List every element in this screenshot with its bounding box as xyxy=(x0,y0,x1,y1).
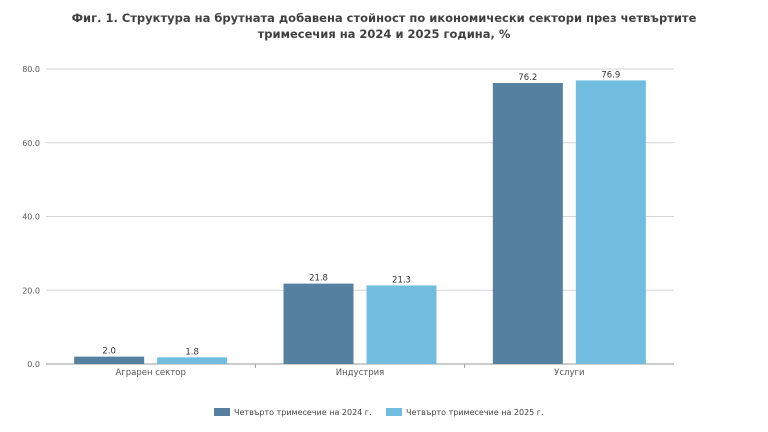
bar xyxy=(492,83,563,364)
bar xyxy=(283,283,354,364)
bar xyxy=(157,357,228,364)
data-label: 1.8 xyxy=(185,347,199,357)
x-category-label: Услуги xyxy=(554,368,584,378)
bar xyxy=(575,80,646,365)
bar xyxy=(74,356,145,364)
legend: Четвърто тримесечие на 2024 г. Четвърто т… xyxy=(214,408,544,417)
bars: 2.0 1.8 21.8 21.3 76.2 76.9 xyxy=(74,70,646,365)
x-category-label: Аграрен сектор xyxy=(115,368,185,378)
chart-title-line2: тримесечия на 2024 и 2025 година, % xyxy=(258,27,511,41)
data-label: 76.9 xyxy=(601,70,620,80)
y-tick-label: 40.0 xyxy=(22,213,40,222)
data-label: 76.2 xyxy=(518,73,537,83)
y-tick-label: 0.0 xyxy=(27,360,40,369)
y-tick-label: 60.0 xyxy=(22,139,40,148)
grid xyxy=(46,68,674,365)
data-label: 2.0 xyxy=(102,347,116,357)
chart-title: Фиг. 1. Структура на брутната добавена с… xyxy=(72,11,697,25)
legend-swatch xyxy=(214,408,230,416)
y-tick-label: 80.0 xyxy=(22,65,40,74)
x-axis: Аграрен сектор Индустрия Услуги xyxy=(115,364,584,378)
data-label: 21.8 xyxy=(309,274,328,284)
x-category-label: Индустрия xyxy=(336,368,384,378)
bar xyxy=(366,285,437,364)
legend-label: Четвърто тримесечие на 2025 г. xyxy=(406,408,544,417)
legend-label: Четвърто тримесечие на 2024 г. xyxy=(234,408,372,417)
y-axis: 0.0 20.0 40.0 60.0 80.0 xyxy=(22,65,40,369)
legend-swatch xyxy=(386,408,402,416)
y-tick-label: 20.0 xyxy=(22,286,40,295)
data-label: 21.3 xyxy=(392,275,411,285)
